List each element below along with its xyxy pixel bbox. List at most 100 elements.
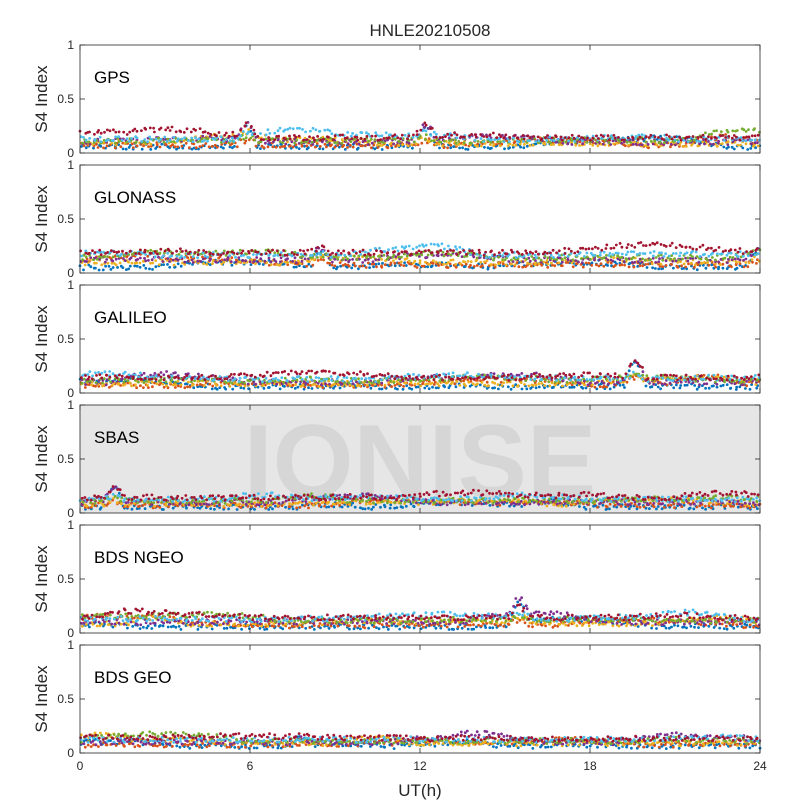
data-point — [462, 255, 466, 258]
data-point — [449, 253, 453, 257]
data-point — [466, 260, 470, 263]
data-point — [424, 123, 428, 127]
data-point — [604, 247, 608, 250]
data-point — [271, 377, 275, 381]
data-point — [276, 378, 280, 382]
data-point — [638, 143, 641, 147]
data-point — [641, 366, 644, 369]
data-point — [614, 264, 617, 267]
data-point — [744, 387, 747, 390]
data-point — [630, 261, 634, 264]
data-point — [200, 137, 204, 141]
data-point — [149, 248, 153, 252]
data-point — [441, 136, 444, 139]
data-point — [209, 257, 213, 261]
data-point — [721, 266, 725, 270]
data-point — [679, 380, 683, 384]
data-point — [316, 259, 320, 262]
data-point — [693, 384, 697, 387]
data-point — [288, 384, 292, 387]
data-point — [518, 255, 521, 258]
data-point — [227, 507, 231, 511]
data-point — [715, 145, 719, 148]
data-point — [228, 139, 232, 143]
data-point — [349, 143, 352, 147]
data-point — [497, 255, 501, 259]
data-point — [400, 133, 404, 137]
data-point — [728, 255, 732, 259]
data-point — [322, 137, 325, 141]
data-point — [411, 247, 415, 251]
data-point — [563, 256, 567, 260]
data-point — [665, 374, 669, 377]
data-point — [708, 378, 712, 382]
data-point — [239, 372, 243, 376]
data-point — [162, 140, 166, 144]
data-point — [380, 143, 384, 147]
data-point — [645, 266, 649, 269]
data-point — [517, 265, 521, 269]
data-point — [451, 371, 455, 375]
data-point — [224, 131, 228, 135]
data-point — [645, 374, 649, 377]
data-point — [146, 249, 150, 253]
data-point — [636, 361, 640, 365]
data-point — [641, 377, 644, 381]
data-point — [479, 254, 483, 258]
data-point — [175, 254, 179, 258]
data-point — [657, 136, 660, 139]
data-point — [608, 138, 611, 142]
data-point — [704, 131, 707, 135]
data-point — [530, 375, 533, 378]
data-point — [328, 129, 332, 133]
data-point — [466, 371, 469, 375]
data-point — [314, 145, 317, 149]
data-point — [196, 253, 200, 256]
data-point — [499, 140, 502, 144]
data-point — [162, 254, 165, 257]
data-point — [517, 140, 520, 144]
data-point — [413, 140, 416, 144]
data-point — [117, 250, 120, 254]
data-point — [239, 128, 243, 132]
data-point — [87, 383, 91, 386]
data-point — [578, 378, 582, 382]
data-point — [628, 376, 632, 380]
data-point — [269, 379, 272, 383]
data-point — [467, 380, 471, 384]
data-point — [125, 140, 129, 144]
data-point — [587, 261, 591, 265]
data-point — [483, 383, 487, 387]
data-point — [454, 245, 457, 249]
data-point — [291, 383, 295, 387]
data-point — [313, 379, 317, 383]
data-point — [171, 143, 175, 147]
data-point — [485, 135, 489, 139]
data-point — [513, 263, 517, 267]
data-point — [581, 136, 585, 140]
data-point — [497, 251, 501, 255]
data-point — [293, 141, 297, 145]
data-point — [714, 377, 718, 381]
data-point — [392, 142, 395, 146]
data-point — [665, 141, 669, 144]
data-point — [429, 134, 433, 137]
data-point — [466, 148, 470, 151]
data-point — [744, 139, 748, 143]
data-point — [703, 252, 706, 256]
data-point — [134, 383, 137, 387]
data-point — [363, 379, 367, 383]
data-point — [629, 140, 632, 144]
data-point — [249, 263, 253, 266]
data-point — [675, 374, 678, 378]
data-point — [475, 256, 479, 260]
data-point — [83, 263, 87, 267]
data-point — [191, 255, 195, 258]
data-point — [167, 375, 171, 379]
data-point — [380, 258, 383, 261]
data-point — [133, 127, 137, 131]
data-point — [742, 265, 746, 269]
data-point — [237, 256, 241, 260]
data-point — [454, 141, 458, 145]
data-point — [674, 143, 677, 147]
